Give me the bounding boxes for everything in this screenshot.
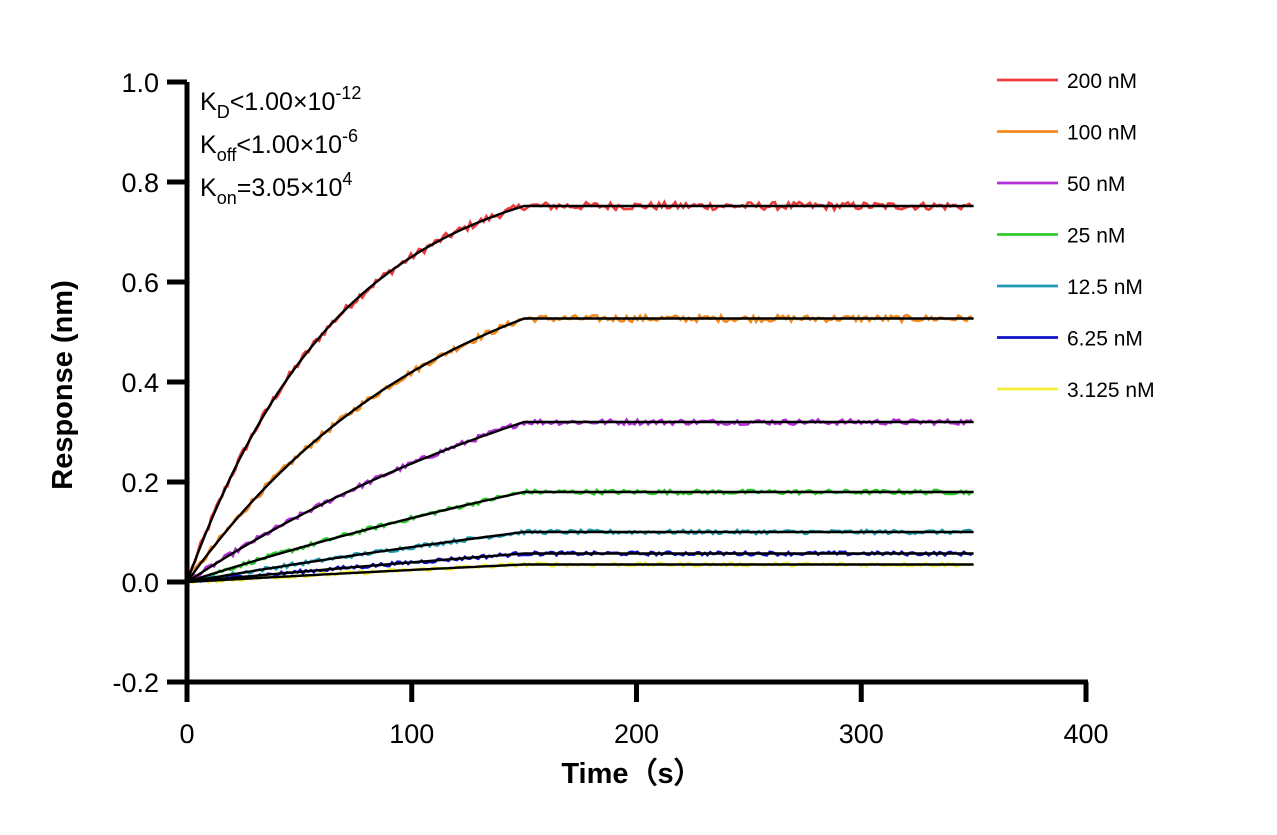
x-tick-label: 200 bbox=[614, 719, 659, 749]
y-tick-label: -0.2 bbox=[112, 668, 159, 698]
kinetic-constants: KD<1.00×10-12 Koff<1.00×10-6 Kon=3.05×104 bbox=[200, 83, 361, 208]
x-tick-label: 100 bbox=[389, 719, 434, 749]
fit-line bbox=[186, 420, 974, 583]
fit-line bbox=[186, 563, 974, 584]
x-axis-title: Time（s） bbox=[561, 757, 702, 790]
legend-label: 12.5 nM bbox=[1067, 276, 1143, 299]
fit-line bbox=[186, 317, 974, 583]
legend-label: 25 nM bbox=[1067, 225, 1125, 248]
legend-label: 200 nM bbox=[1067, 70, 1137, 93]
series-line-25nM-nm bbox=[186, 487, 973, 584]
y-tick-label: 0.4 bbox=[121, 368, 159, 398]
fit-line bbox=[186, 552, 974, 584]
x-tick-label: 0 bbox=[179, 719, 194, 749]
legend-label: 6.25 nM bbox=[1067, 328, 1143, 351]
plot-area bbox=[185, 199, 974, 585]
x-tick-label: 300 bbox=[839, 719, 884, 749]
y-tick-label: 0.8 bbox=[121, 168, 159, 198]
fit-line bbox=[185, 204, 974, 583]
fit-line bbox=[186, 490, 974, 584]
legend-label: 50 nM bbox=[1067, 173, 1125, 196]
y-tick-label: 0.6 bbox=[121, 268, 159, 298]
legend-label: 100 nM bbox=[1067, 122, 1137, 145]
x-tick-label: 400 bbox=[1063, 719, 1108, 749]
legend: 200 nM 100 nM 50 nM 25 nM 12.5 nM 6.25 nM 3.12… bbox=[997, 70, 1155, 402]
kinetic-constant-off: Koff<1.00×10-6 bbox=[200, 126, 358, 165]
fit-line bbox=[186, 530, 974, 584]
legend-label: 3.125 nM bbox=[1067, 379, 1155, 402]
y-tick-label: 0.2 bbox=[121, 468, 159, 498]
y-tick-label: 0.0 bbox=[121, 568, 159, 598]
kinetic-constant-D: KD<1.00×10-12 bbox=[200, 83, 361, 122]
kinetic-constant-on: Kon=3.05×104 bbox=[200, 169, 352, 208]
axes: -0.2 0.0 0.2 0.4 0.6 0.8 1.0 0 100 200 300 400 bbox=[112, 68, 1108, 749]
y-tick-label: 1.0 bbox=[121, 68, 159, 98]
y-axis-title: Response (nm) bbox=[47, 280, 79, 489]
series-line-50nM-nm bbox=[186, 417, 973, 584]
series-line-200nM-nm bbox=[185, 199, 973, 583]
